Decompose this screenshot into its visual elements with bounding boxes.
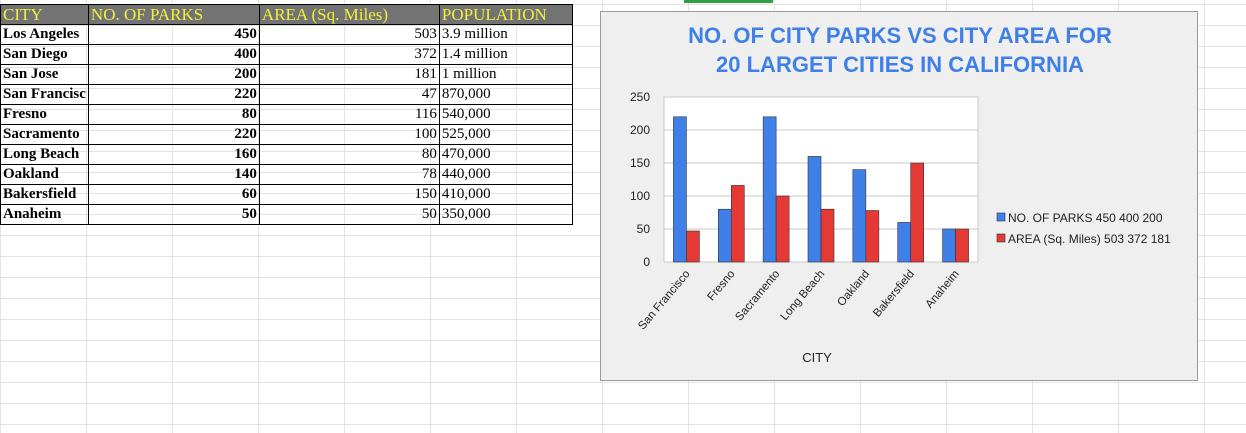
cell-population[interactable]: 1.4 million	[438, 44, 573, 65]
cell-area[interactable]: 47	[258, 84, 440, 105]
cell-population[interactable]: 870,000	[438, 84, 573, 105]
bar-parks	[762, 116, 777, 263]
cell-area[interactable]: 78	[258, 164, 440, 185]
table-row: San Francisc 220 47 870,000	[0, 84, 573, 105]
x-tick-label: Long Beach	[779, 268, 828, 323]
header-row: CITY NO. OF PARKS AREA (Sq. Miles) POPUL…	[0, 4, 573, 25]
header-population[interactable]: POPULATION	[438, 4, 573, 25]
cell-parks[interactable]: 200	[87, 64, 260, 85]
x-tick-label: Bakersfield	[871, 268, 917, 319]
bar-area	[820, 208, 835, 263]
cell-area[interactable]: 50	[258, 204, 440, 225]
bar-area	[910, 162, 925, 263]
header-parks[interactable]: NO. OF PARKS	[87, 4, 260, 25]
cell-city[interactable]: Los Angeles	[0, 24, 89, 45]
cell-city[interactable]: Anaheim	[0, 204, 89, 225]
y-tick-label: 100	[630, 189, 650, 203]
cell-population[interactable]: 440,000	[438, 164, 573, 185]
y-tick-label: 200	[630, 123, 650, 137]
bar-area	[955, 228, 969, 263]
table-row: Anaheim 50 50 350,000	[0, 204, 573, 225]
cell-population[interactable]: 525,000	[438, 124, 573, 145]
cell-parks[interactable]: 450	[87, 24, 260, 45]
y-tick-label: 150	[630, 156, 650, 170]
bar-parks	[852, 169, 867, 263]
table-row: Oakland 140 78 440,000	[0, 164, 573, 185]
bar-parks	[897, 222, 912, 263]
bar-area	[775, 195, 790, 263]
table-row: San Jose 200 181 1 million	[0, 64, 573, 85]
cell-city[interactable]: San Jose	[0, 64, 89, 85]
y-tick-label: 0	[643, 255, 650, 269]
chart-area[interactable]: NO. OF CITY PARKS VS CITY AREA FOR 20 LAR…	[600, 11, 1198, 381]
bar-chart: NO. OF CITY PARKS VS CITY AREA FOR 20 LAR…	[630, 23, 1171, 365]
bar-parks	[673, 116, 687, 263]
chart-title-line2: 20 LARGET CITIES IN CALIFORNIA	[716, 52, 1084, 77]
cell-population[interactable]: 540,000	[438, 104, 573, 125]
bar-area	[686, 230, 700, 263]
x-tick-label: Sacramento	[733, 268, 782, 323]
legend-swatch	[996, 212, 1006, 222]
x-axis-label: CITY	[802, 350, 832, 365]
cell-parks[interactable]: 140	[87, 164, 260, 185]
cell-population[interactable]: 470,000	[438, 144, 573, 165]
cell-population[interactable]: 3.9 million	[438, 24, 573, 45]
cell-parks[interactable]: 60	[87, 184, 260, 205]
bar-parks	[717, 208, 732, 263]
y-tick-label: 50	[637, 222, 651, 236]
table-row: San Diego 400 372 1.4 million	[0, 44, 573, 65]
cell-area[interactable]: 372	[258, 44, 440, 65]
legend-label: AREA (Sq. Miles) 503 372 181	[1008, 232, 1171, 246]
bar-parks	[807, 156, 822, 263]
x-tick-label: San Francisco	[636, 268, 692, 332]
legend-swatch	[996, 233, 1006, 243]
x-tick-label: Anaheim	[924, 268, 962, 310]
header-city[interactable]: CITY	[0, 4, 89, 25]
bar-area	[730, 185, 745, 263]
cell-area[interactable]: 80	[258, 144, 440, 165]
bar-area	[865, 210, 880, 263]
cell-city[interactable]: San Diego	[0, 44, 89, 65]
cell-parks[interactable]: 220	[87, 124, 260, 145]
cell-population[interactable]: 410,000	[438, 184, 573, 205]
cell-parks[interactable]: 160	[87, 144, 260, 165]
x-tick-label: Fresno	[705, 268, 737, 303]
cell-area[interactable]: 503	[258, 24, 440, 45]
table-row: Los Angeles 450 503 3.9 million	[0, 24, 573, 45]
header-area[interactable]: AREA (Sq. Miles)	[258, 4, 440, 25]
legend-label: NO. OF PARKS 450 400 200	[1008, 211, 1163, 225]
cell-city[interactable]: Sacramento	[0, 124, 89, 145]
cell-city[interactable]: Fresno	[0, 104, 89, 125]
x-tick-label: Oakland	[835, 268, 872, 309]
table-row: Sacramento 220 100 525,000	[0, 124, 573, 145]
active-cell-indicator	[684, 0, 773, 3]
cell-parks[interactable]: 50	[87, 204, 260, 225]
cell-area[interactable]: 150	[258, 184, 440, 205]
cell-city[interactable]: San Francisc	[0, 84, 89, 105]
data-table: CITY NO. OF PARKS AREA (Sq. Miles) POPUL…	[0, 4, 573, 225]
cell-population[interactable]: 350,000	[438, 204, 573, 225]
cell-area[interactable]: 116	[258, 104, 440, 125]
table-row: Long Beach 160 80 470,000	[0, 144, 573, 165]
bar-parks	[942, 228, 956, 263]
cell-population[interactable]: 1 million	[438, 64, 573, 85]
chart-title-line1: NO. OF CITY PARKS VS CITY AREA FOR	[688, 23, 1112, 48]
cell-parks[interactable]: 80	[87, 104, 260, 125]
y-tick-label: 250	[630, 90, 650, 104]
cell-parks[interactable]: 220	[87, 84, 260, 105]
cell-city[interactable]: Bakersfield	[0, 184, 89, 205]
cell-parks[interactable]: 400	[87, 44, 260, 65]
cell-city[interactable]: Oakland	[0, 164, 89, 185]
cell-city[interactable]: Long Beach	[0, 144, 89, 165]
cell-area[interactable]: 181	[258, 64, 440, 85]
table-row: Fresno 80 116 540,000	[0, 104, 573, 125]
table-row: Bakersfield 60 150 410,000	[0, 184, 573, 205]
cell-area[interactable]: 100	[258, 124, 440, 145]
